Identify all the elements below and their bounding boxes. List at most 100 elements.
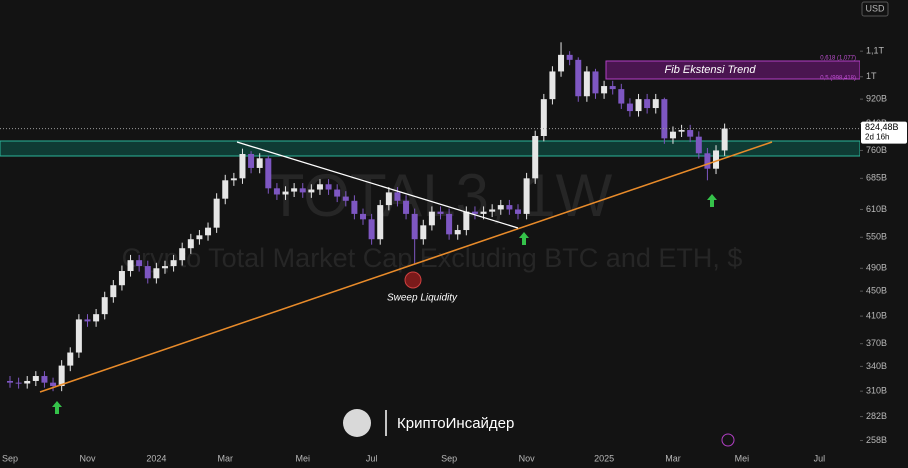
y-tick-label: 258B bbox=[866, 435, 887, 445]
candle-body bbox=[291, 188, 298, 192]
candle-body bbox=[153, 268, 160, 279]
candle-body bbox=[669, 131, 676, 139]
x-tick-label: Mei bbox=[735, 453, 750, 463]
y-tick-label: 370B bbox=[866, 338, 887, 348]
candle-body bbox=[179, 248, 186, 261]
currency: USD bbox=[865, 3, 885, 13]
candle-body bbox=[420, 225, 427, 240]
fib-lower-label: 0,5 (998,418) bbox=[820, 76, 856, 82]
candle-body bbox=[489, 209, 496, 212]
y-tick-label: 685B bbox=[866, 173, 887, 183]
x-tick-label: Sep bbox=[2, 453, 18, 463]
x-tick-label: 2025 bbox=[594, 453, 614, 463]
candle-body bbox=[161, 266, 168, 269]
candle-body bbox=[368, 219, 375, 240]
candle-body bbox=[127, 260, 134, 272]
candle-body bbox=[342, 196, 349, 201]
candle-body bbox=[32, 376, 39, 381]
candle-body bbox=[532, 135, 539, 179]
candles bbox=[0, 42, 860, 392]
y-tick-label: 760B bbox=[866, 145, 887, 155]
candle-body bbox=[635, 99, 642, 112]
candle-body bbox=[471, 211, 478, 214]
candle-body bbox=[67, 352, 74, 366]
candle-body bbox=[118, 271, 125, 286]
candle-body bbox=[196, 235, 203, 240]
arrow-up bbox=[52, 401, 62, 414]
candle-body bbox=[230, 178, 237, 181]
candle-body bbox=[325, 184, 332, 190]
candle-body bbox=[316, 184, 323, 190]
y-tick-label: 310B bbox=[866, 386, 887, 396]
candle-body bbox=[661, 99, 668, 139]
x-tick-label: Jul bbox=[366, 453, 378, 463]
candle-body bbox=[549, 71, 556, 100]
arrow-up bbox=[519, 232, 529, 245]
candle-body bbox=[299, 188, 306, 193]
candle-body bbox=[50, 382, 57, 387]
candle-body bbox=[463, 211, 470, 231]
candle-body bbox=[110, 285, 117, 298]
candle-body bbox=[454, 230, 461, 235]
candle-body bbox=[652, 99, 659, 109]
y-tick-label: 410B bbox=[866, 310, 887, 320]
candle-body bbox=[265, 158, 272, 189]
candle-body bbox=[609, 86, 616, 90]
candle-body bbox=[187, 239, 194, 249]
x-tick-label: Mar bbox=[218, 453, 234, 463]
candle-body bbox=[58, 365, 65, 387]
currency-box[interactable] bbox=[861, 1, 889, 17]
price-axis bbox=[860, 0, 908, 468]
candle-body bbox=[644, 99, 651, 109]
candle-body bbox=[256, 158, 263, 168]
trendline-support bbox=[39, 141, 773, 393]
alert-icon[interactable] bbox=[721, 433, 735, 447]
candle-body bbox=[239, 153, 246, 179]
candle-body bbox=[523, 178, 530, 214]
last-price-box bbox=[861, 121, 907, 144]
candle-body bbox=[170, 260, 177, 267]
candle-body bbox=[385, 192, 392, 206]
candle-body bbox=[222, 180, 229, 199]
candle-body bbox=[213, 198, 220, 228]
candle-body bbox=[566, 54, 573, 60]
candle-body bbox=[446, 213, 453, 235]
x-tick-label: Mei bbox=[295, 453, 310, 463]
candle-body bbox=[93, 314, 100, 322]
last-price-label: 824,48B bbox=[865, 122, 899, 132]
y-tick-label: 1T bbox=[866, 71, 877, 81]
candle-body bbox=[721, 128, 728, 151]
fib-box-label: Fib Ekstensi Trend bbox=[665, 64, 757, 76]
x-tick-label: Mar bbox=[665, 453, 681, 463]
candle-body bbox=[514, 209, 521, 214]
candle-body bbox=[558, 54, 565, 72]
candle-body bbox=[7, 380, 13, 383]
arrow-up bbox=[707, 194, 717, 207]
candle-body bbox=[144, 266, 151, 279]
candle-body bbox=[713, 150, 720, 169]
candle-body bbox=[626, 103, 633, 112]
x-tick-label: Nov bbox=[519, 453, 536, 463]
candle-body bbox=[248, 153, 255, 168]
candle-body bbox=[618, 89, 625, 104]
candle-body bbox=[360, 213, 367, 220]
y-tick-label: 550B bbox=[866, 232, 887, 242]
candle-body bbox=[136, 260, 143, 267]
candle-body bbox=[351, 200, 358, 214]
candle-body bbox=[24, 380, 31, 384]
x-tick-label: Nov bbox=[79, 453, 96, 463]
candle-body bbox=[583, 71, 590, 97]
candle-body bbox=[205, 227, 212, 236]
candle-body bbox=[308, 189, 315, 193]
y-tick-label: 920B bbox=[866, 94, 887, 104]
x-axis: Sep Nov 2024 Mar Mei Jul Sep Nov 2025 Mar Mei Jul bbox=[2, 453, 825, 463]
candle-body bbox=[403, 200, 410, 214]
candle-body bbox=[41, 376, 48, 383]
y-tick-label: 610B bbox=[866, 204, 887, 214]
y-tick-label: 490B bbox=[866, 263, 887, 273]
candle-body bbox=[428, 211, 435, 226]
candle-body bbox=[411, 213, 418, 240]
brand-name: КриптоИнсайдер bbox=[397, 415, 514, 432]
x-tick-label: 2024 bbox=[146, 453, 166, 463]
